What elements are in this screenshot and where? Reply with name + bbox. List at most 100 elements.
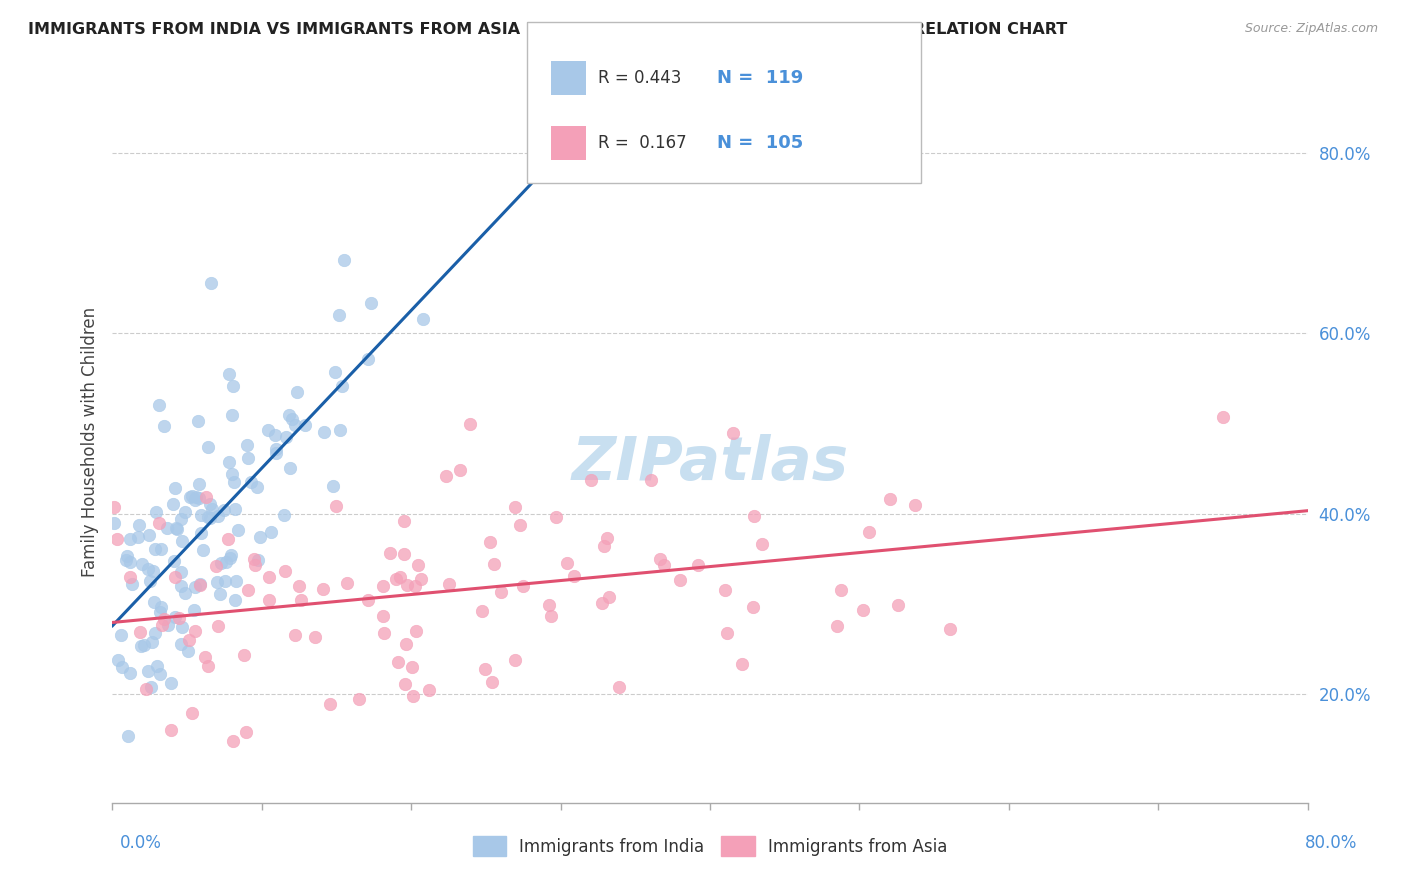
Point xyxy=(191,543,214,558)
Point xyxy=(160,676,183,690)
Point xyxy=(148,516,170,530)
Point xyxy=(879,492,901,507)
Point xyxy=(347,692,370,706)
Point xyxy=(607,680,630,694)
Point xyxy=(598,590,620,604)
Point xyxy=(246,553,269,567)
Point xyxy=(219,548,242,562)
Point xyxy=(145,625,167,640)
Point xyxy=(149,600,172,615)
Point xyxy=(165,610,187,624)
Point xyxy=(852,603,875,617)
Point xyxy=(208,587,231,601)
Point xyxy=(149,542,172,557)
Text: R =  0.167: R = 0.167 xyxy=(598,135,686,153)
Point xyxy=(380,546,402,560)
Point xyxy=(207,509,229,524)
Point xyxy=(235,725,257,739)
Point xyxy=(118,570,141,584)
Point xyxy=(170,511,193,525)
Point xyxy=(264,446,287,460)
Point xyxy=(188,577,211,591)
Point xyxy=(235,438,257,452)
Point xyxy=(294,417,316,432)
Point xyxy=(103,516,125,530)
Point xyxy=(205,558,228,573)
Point xyxy=(163,554,186,568)
Point xyxy=(141,635,163,649)
Point xyxy=(145,505,167,519)
Point xyxy=(373,626,395,640)
Point xyxy=(471,604,494,618)
Point xyxy=(439,577,461,591)
Point xyxy=(304,630,326,644)
Point xyxy=(148,398,170,412)
Point xyxy=(246,480,269,494)
Point xyxy=(669,573,692,587)
Point xyxy=(325,499,347,513)
Point xyxy=(149,666,172,681)
Point xyxy=(322,479,344,493)
Point xyxy=(170,565,193,579)
Point xyxy=(385,572,408,586)
Point xyxy=(503,653,526,667)
Point xyxy=(156,521,179,535)
Point xyxy=(274,430,297,444)
Point xyxy=(360,296,382,310)
Point xyxy=(371,579,394,593)
Point xyxy=(111,660,134,674)
Point xyxy=(287,579,309,593)
Point xyxy=(328,308,350,322)
Point xyxy=(222,734,245,748)
Point xyxy=(174,505,197,519)
Point xyxy=(238,583,260,598)
Point xyxy=(225,574,247,588)
Point xyxy=(197,440,219,454)
Point xyxy=(143,595,166,609)
Point xyxy=(180,706,202,720)
Point xyxy=(194,650,217,665)
Point xyxy=(117,729,139,743)
Point xyxy=(179,632,201,647)
Point xyxy=(389,570,412,584)
Point xyxy=(143,541,166,556)
Point xyxy=(228,523,250,537)
Point xyxy=(209,556,232,570)
Point xyxy=(159,723,181,737)
Point xyxy=(138,528,160,542)
Y-axis label: Family Households with Children: Family Households with Children xyxy=(80,307,98,576)
Point xyxy=(221,467,243,482)
Point xyxy=(1212,409,1234,424)
Point xyxy=(162,497,184,511)
Point xyxy=(512,579,534,593)
Point xyxy=(284,628,307,642)
Point xyxy=(131,557,153,571)
Point xyxy=(183,603,205,617)
Point xyxy=(387,655,409,669)
Point xyxy=(200,510,222,524)
Point xyxy=(458,417,481,432)
Point xyxy=(357,352,380,367)
Point xyxy=(546,510,568,524)
Point xyxy=(257,592,280,607)
Point xyxy=(479,534,502,549)
Point xyxy=(474,662,496,676)
Point xyxy=(170,580,193,594)
Point xyxy=(136,562,159,576)
Point xyxy=(395,637,418,651)
Point xyxy=(688,558,710,573)
Point xyxy=(406,558,429,572)
Point xyxy=(184,492,207,507)
Point xyxy=(395,578,418,592)
Point xyxy=(436,468,458,483)
Point xyxy=(648,551,671,566)
Point xyxy=(404,579,426,593)
Point xyxy=(207,618,229,632)
Point xyxy=(491,585,513,599)
Point xyxy=(190,508,212,522)
Point xyxy=(167,611,190,625)
Point xyxy=(135,682,157,697)
Point xyxy=(214,574,236,589)
Point xyxy=(121,577,143,591)
Point xyxy=(187,477,209,491)
